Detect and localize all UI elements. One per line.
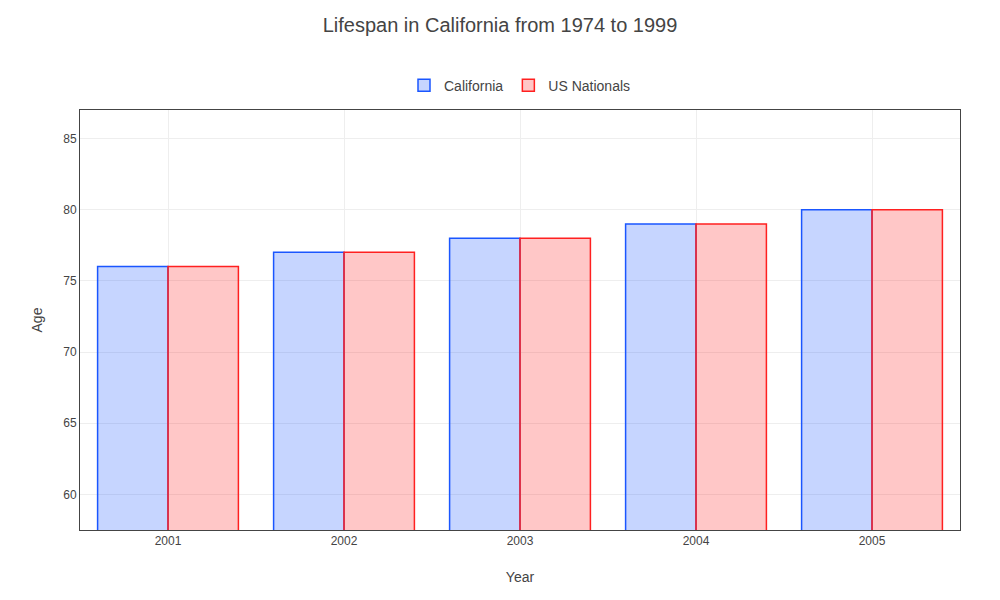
svg-text:Year: Year (506, 569, 535, 585)
svg-text:75: 75 (63, 274, 77, 288)
svg-text:60: 60 (63, 488, 77, 502)
svg-text:70: 70 (63, 345, 77, 359)
svg-text:80: 80 (63, 203, 77, 217)
svg-text:2001: 2001 (155, 534, 182, 548)
svg-text:2002: 2002 (331, 534, 358, 548)
svg-text:California: California (444, 78, 503, 94)
svg-text:65: 65 (63, 416, 77, 430)
svg-text:Lifespan in California from 19: Lifespan in California from 1974 to 1999 (323, 14, 678, 36)
svg-text:2003: 2003 (507, 534, 534, 548)
svg-text:2004: 2004 (683, 534, 710, 548)
svg-text:US Nationals: US Nationals (548, 78, 630, 94)
svg-text:Age: Age (29, 307, 45, 332)
svg-text:2005: 2005 (859, 534, 886, 548)
svg-text:85: 85 (63, 132, 77, 146)
